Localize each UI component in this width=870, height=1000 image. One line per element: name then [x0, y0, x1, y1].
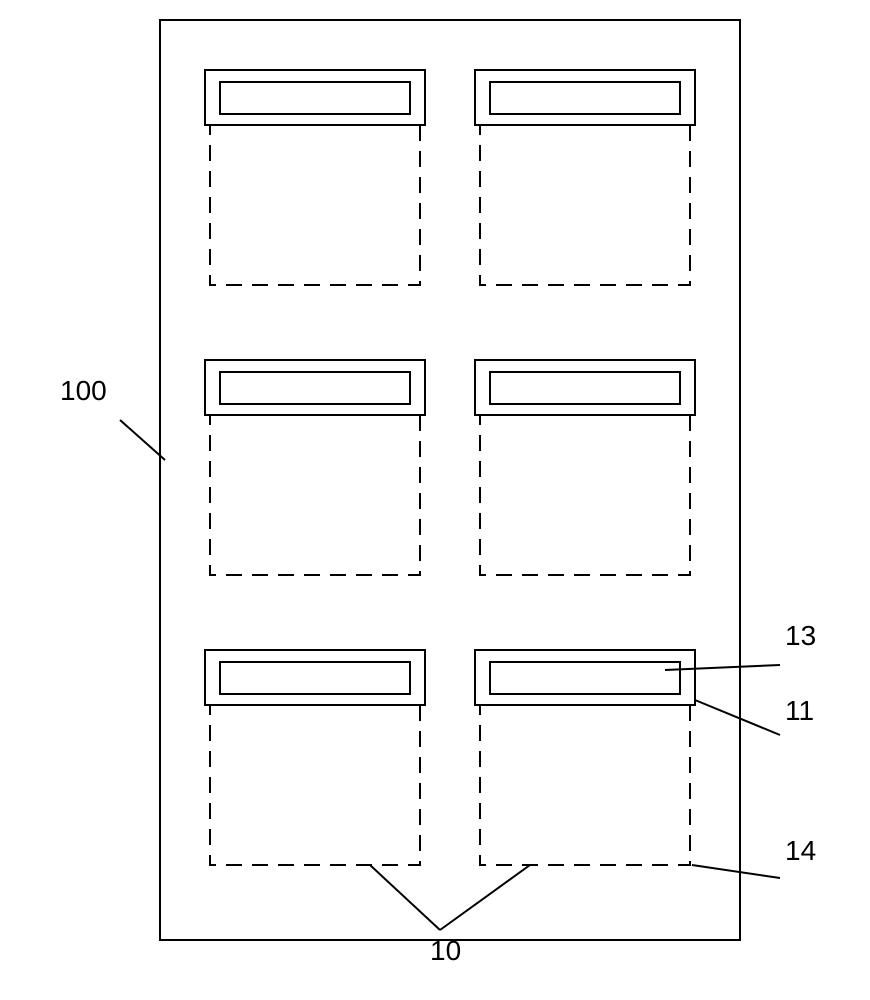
label-100: 100: [60, 375, 107, 406]
leader-line: [120, 420, 165, 460]
outer-frame: [160, 20, 740, 940]
leader-line: [370, 865, 440, 930]
header-outer: [205, 650, 425, 705]
header-outer: [475, 360, 695, 415]
leader-line: [440, 865, 530, 930]
label-11: 11: [785, 695, 814, 726]
leader-line: [695, 700, 780, 735]
diagram-svg: 100 13 11 14 10: [0, 0, 870, 1000]
header-outer: [205, 70, 425, 125]
label-14: 14: [785, 835, 816, 866]
diagram-canvas: 100 13 11 14 10: [0, 0, 870, 1000]
header-outer: [205, 360, 425, 415]
label-13: 13: [785, 620, 816, 651]
header-outer: [475, 650, 695, 705]
label-10: 10: [430, 935, 461, 966]
leader-line: [692, 865, 780, 878]
header-outer: [475, 70, 695, 125]
